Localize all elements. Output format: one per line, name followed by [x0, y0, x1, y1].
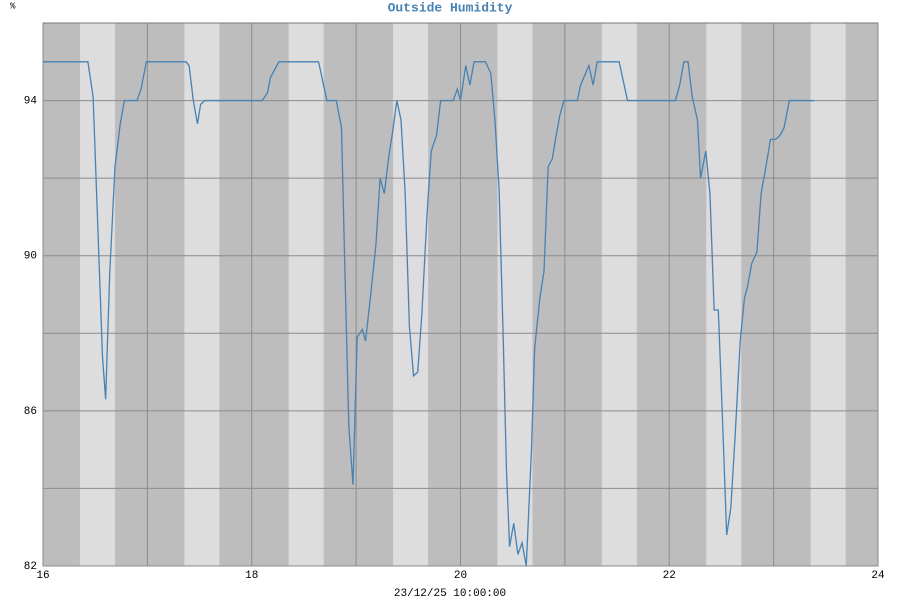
y-tick-label: 86	[24, 406, 37, 418]
y-tick-label: 82	[24, 561, 37, 573]
x-tick-label: 22	[663, 570, 676, 582]
x-tick-label: 18	[245, 570, 258, 582]
x-tick-label: 24	[871, 570, 885, 582]
chart-title: Outside Humidity	[388, 0, 513, 15]
x-tick-label: 16	[36, 570, 49, 582]
y-tick-label: 90	[24, 251, 37, 263]
x-tick-label: 20	[454, 570, 467, 582]
y-tick-label: 94	[24, 95, 38, 107]
x-axis-label: 23/12/25 10:00:00	[394, 588, 506, 600]
data-line	[43, 61, 815, 567]
y-axis-label: %	[10, 1, 16, 11]
